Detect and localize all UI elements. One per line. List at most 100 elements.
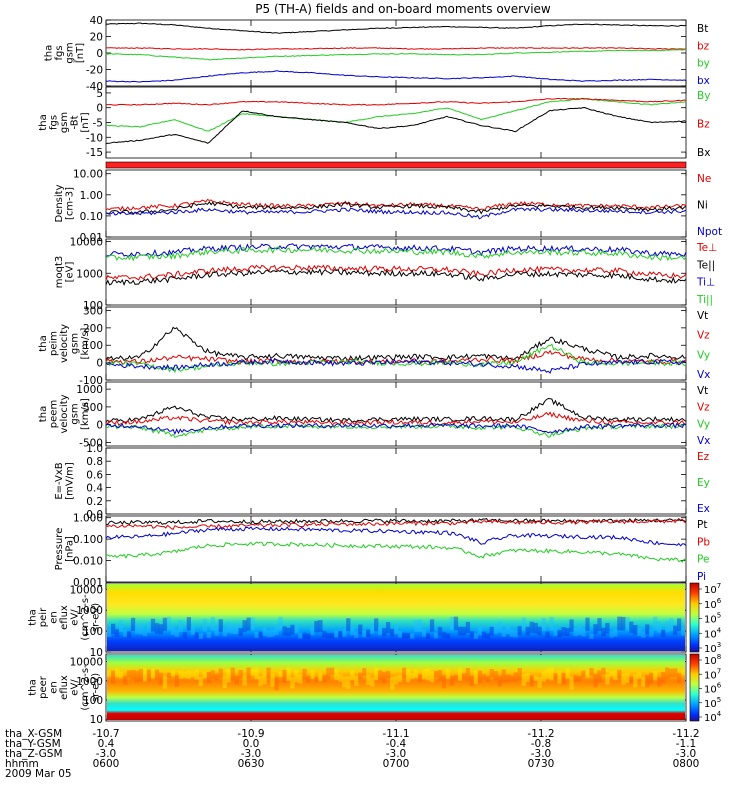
panel-p1: 40 20 0 -20 -40 tha fgs gsm [nT] Bt bz by bx bbox=[43, 15, 710, 93]
footer-tick-value: -10.9 bbox=[237, 728, 264, 740]
spectrogram-texture bbox=[378, 670, 383, 680]
footer-tick-value: -1.1 bbox=[676, 738, 697, 750]
spectrogram-texture bbox=[485, 633, 490, 639]
spectrogram-texture bbox=[505, 624, 510, 635]
spectrogram-texture bbox=[318, 620, 323, 633]
spectrogram-texture bbox=[202, 671, 207, 679]
spectrogram-texture bbox=[617, 669, 622, 679]
ylabel-line: [eV] bbox=[64, 262, 75, 283]
series-line-ti bbox=[105, 243, 687, 258]
spectrogram-texture bbox=[254, 667, 259, 680]
spectrogram-texture bbox=[421, 629, 427, 637]
spectrogram-texture bbox=[629, 676, 634, 684]
panel-p3: 10.00 1.00 0.10 0.01 Density [cm-3] Ne Ni Npot bbox=[54, 169, 722, 244]
ylabel-line: -Bt bbox=[70, 115, 81, 129]
series-line-vx bbox=[105, 422, 687, 436]
spectrogram-texture bbox=[541, 671, 546, 682]
spectrogram-texture bbox=[453, 616, 459, 631]
spectrogram-texture bbox=[358, 624, 363, 635]
spectrogram-texture bbox=[390, 628, 395, 637]
spectrogram-texture bbox=[553, 673, 558, 681]
spectrogram-texture bbox=[246, 617, 251, 631]
series-line-pi bbox=[105, 526, 687, 547]
spectrogram-texture bbox=[194, 669, 199, 680]
spectrogram-texture bbox=[497, 621, 502, 633]
spectrogram-texture bbox=[613, 670, 618, 680]
spectrogram-texture bbox=[597, 618, 602, 632]
spectrogram-texture bbox=[286, 627, 291, 636]
ylabel-line: gsm bbox=[59, 112, 70, 133]
spectrogram-texture bbox=[669, 668, 674, 678]
footer-tick-value: -3.0 bbox=[676, 748, 697, 760]
spectrogram-texture bbox=[409, 633, 415, 639]
series-line-pe bbox=[105, 541, 687, 563]
spectrogram-texture bbox=[673, 625, 678, 635]
spectrogram-texture bbox=[114, 668, 120, 678]
spectrogram-texture bbox=[386, 622, 391, 634]
ylabel-line: en bbox=[49, 681, 60, 694]
series-line-vy bbox=[105, 423, 687, 439]
spectrogram-texture bbox=[553, 627, 558, 636]
spectrogram-texture bbox=[298, 632, 303, 639]
spectrogram-texture bbox=[134, 623, 140, 634]
spectrogram-texture bbox=[661, 672, 666, 684]
spectrogram-texture bbox=[585, 617, 590, 631]
spectrogram-texture bbox=[318, 672, 323, 682]
plot-title: P5 (TH-A) fields and on-board moments ov… bbox=[255, 2, 551, 16]
spectrogram-texture bbox=[621, 673, 626, 685]
ytick-label: 1000 bbox=[76, 676, 103, 688]
spectrogram-texture bbox=[254, 631, 259, 638]
spectrogram-texture bbox=[350, 670, 355, 681]
spectrogram-texture bbox=[585, 670, 590, 678]
footer-tick-value: 0600 bbox=[93, 758, 120, 770]
spectrogram-texture bbox=[206, 631, 211, 638]
spectrogram-texture bbox=[362, 630, 367, 638]
ytick-label: 0.6 bbox=[86, 469, 103, 481]
legend-label: Te|| bbox=[696, 259, 715, 271]
ytick-label: 300 bbox=[83, 305, 103, 317]
spectrogram-texture bbox=[250, 669, 255, 676]
spectrogram-texture bbox=[346, 676, 351, 689]
spectrogram-texture bbox=[126, 670, 132, 678]
ytick-label: 0.010 bbox=[73, 556, 103, 568]
spectrogram-texture bbox=[597, 670, 602, 683]
spectrogram-texture bbox=[649, 672, 654, 685]
spectrogram-texture bbox=[461, 673, 467, 680]
spectrogram-texture bbox=[234, 675, 239, 685]
spectrogram-texture bbox=[489, 626, 494, 636]
spectrogram-texture bbox=[513, 672, 518, 682]
legend-label: Npot bbox=[697, 226, 722, 238]
ylabel-line: [nT] bbox=[80, 112, 91, 132]
ytick-label: -5 bbox=[93, 118, 103, 130]
ytick-label: 1000 bbox=[76, 605, 103, 617]
spectrogram-texture bbox=[401, 632, 407, 639]
spectrogram-texture bbox=[409, 673, 415, 679]
spectrogram-texture bbox=[290, 624, 295, 635]
ylabel-line: en bbox=[49, 611, 60, 624]
footer-row-label: 2009 Mar 05 bbox=[5, 768, 72, 780]
spectrogram-texture bbox=[310, 626, 315, 636]
legend-label: Vy bbox=[697, 418, 710, 430]
spectrogram-texture bbox=[549, 667, 554, 681]
spectrogram-texture bbox=[501, 669, 506, 683]
spectrogram-texture bbox=[302, 668, 307, 680]
spectrogram-texture bbox=[529, 675, 534, 687]
ylabel-line: moqt3 bbox=[54, 256, 65, 289]
spectrogram-texture bbox=[186, 617, 192, 631]
series-line-te bbox=[105, 268, 687, 286]
ylabel-line: peer bbox=[38, 675, 49, 699]
spectrogram-texture bbox=[609, 671, 614, 677]
ytick-label: 100 bbox=[83, 626, 103, 638]
spectrogram-texture bbox=[338, 674, 343, 682]
spectrogram-texture bbox=[493, 670, 498, 680]
spectrogram-texture bbox=[302, 632, 307, 639]
ylabel-line: (cm^2-s- bbox=[80, 664, 91, 711]
footer-tick-value: 0.0 bbox=[243, 738, 260, 750]
legend-label: Pb bbox=[697, 536, 710, 548]
ytick-label: 5 bbox=[96, 88, 103, 100]
spectrogram-texture bbox=[342, 676, 347, 688]
legend-label: Ne bbox=[697, 173, 711, 185]
spectrogram-texture bbox=[517, 626, 522, 636]
ytick-label: 0 bbox=[96, 420, 103, 432]
spectrogram-texture bbox=[282, 669, 287, 684]
